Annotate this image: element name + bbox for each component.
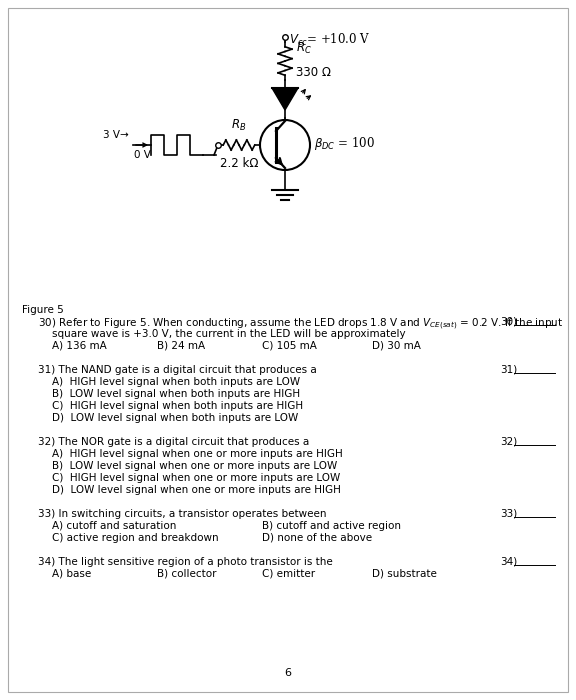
Text: A)  HIGH level signal when one or more inputs are HIGH: A) HIGH level signal when one or more in… <box>52 449 343 459</box>
Text: B) collector: B) collector <box>157 569 217 579</box>
Polygon shape <box>272 88 298 110</box>
Text: 33) In switching circuits, a transistor operates between: 33) In switching circuits, a transistor … <box>38 509 327 519</box>
Text: D) 30 mA: D) 30 mA <box>372 341 421 351</box>
Text: C) active region and breakdown: C) active region and breakdown <box>52 533 219 543</box>
Text: C)  HIGH level signal when one or more inputs are LOW: C) HIGH level signal when one or more in… <box>52 473 340 483</box>
Text: B)  LOW level signal when one or more inputs are LOW: B) LOW level signal when one or more inp… <box>52 461 338 471</box>
Text: A) base: A) base <box>52 569 91 579</box>
Text: $V_{cc}$= +10.0 V: $V_{cc}$= +10.0 V <box>289 32 370 48</box>
Text: 6: 6 <box>285 668 291 678</box>
Text: A)  HIGH level signal when both inputs are LOW: A) HIGH level signal when both inputs ar… <box>52 377 300 387</box>
Text: square wave is +3.0 V, the current in the LED will be approximately: square wave is +3.0 V, the current in th… <box>52 329 406 339</box>
Text: 31): 31) <box>500 365 517 375</box>
Text: 34): 34) <box>500 557 517 567</box>
Text: 34) The light sensitive region of a photo transistor is the: 34) The light sensitive region of a phot… <box>38 557 333 567</box>
Text: D)  LOW level signal when both inputs are LOW: D) LOW level signal when both inputs are… <box>52 413 298 423</box>
Text: B) 24 mA: B) 24 mA <box>157 341 205 351</box>
Text: Figure 5: Figure 5 <box>22 305 64 315</box>
Text: 33): 33) <box>500 509 517 519</box>
Text: 30): 30) <box>500 317 517 327</box>
Text: 30) Refer to Figure 5. When conducting, assume the LED drops 1.8 V and $V_{CE(sa: 30) Refer to Figure 5. When conducting, … <box>38 317 563 332</box>
Text: C)  HIGH level signal when both inputs are HIGH: C) HIGH level signal when both inputs ar… <box>52 401 303 411</box>
Text: $R_C$: $R_C$ <box>296 41 312 56</box>
Text: B)  LOW level signal when both inputs are HIGH: B) LOW level signal when both inputs are… <box>52 389 300 399</box>
Text: A) 136 mA: A) 136 mA <box>52 341 107 351</box>
Text: $\beta_{DC}$ = 100: $\beta_{DC}$ = 100 <box>314 134 375 151</box>
Text: 3 V→: 3 V→ <box>103 130 129 140</box>
Text: C) 105 mA: C) 105 mA <box>262 341 317 351</box>
Text: $R_B$: $R_B$ <box>232 118 247 133</box>
Text: 0 V: 0 V <box>134 150 151 160</box>
Text: D) none of the above: D) none of the above <box>262 533 372 543</box>
Text: 32) The NOR gate is a digital circuit that produces a: 32) The NOR gate is a digital circuit th… <box>38 437 309 447</box>
Text: 2.2 kΩ: 2.2 kΩ <box>220 157 258 170</box>
Text: 32): 32) <box>500 437 517 447</box>
Text: B) cutoff and active region: B) cutoff and active region <box>262 521 401 531</box>
Text: 330 Ω: 330 Ω <box>296 66 331 79</box>
Text: C) emitter: C) emitter <box>262 569 315 579</box>
Text: A) cutoff and saturation: A) cutoff and saturation <box>52 521 176 531</box>
Text: D)  LOW level signal when one or more inputs are HIGH: D) LOW level signal when one or more inp… <box>52 485 341 495</box>
Text: 31) The NAND gate is a digital circuit that produces a: 31) The NAND gate is a digital circuit t… <box>38 365 317 375</box>
Text: D) substrate: D) substrate <box>372 569 437 579</box>
